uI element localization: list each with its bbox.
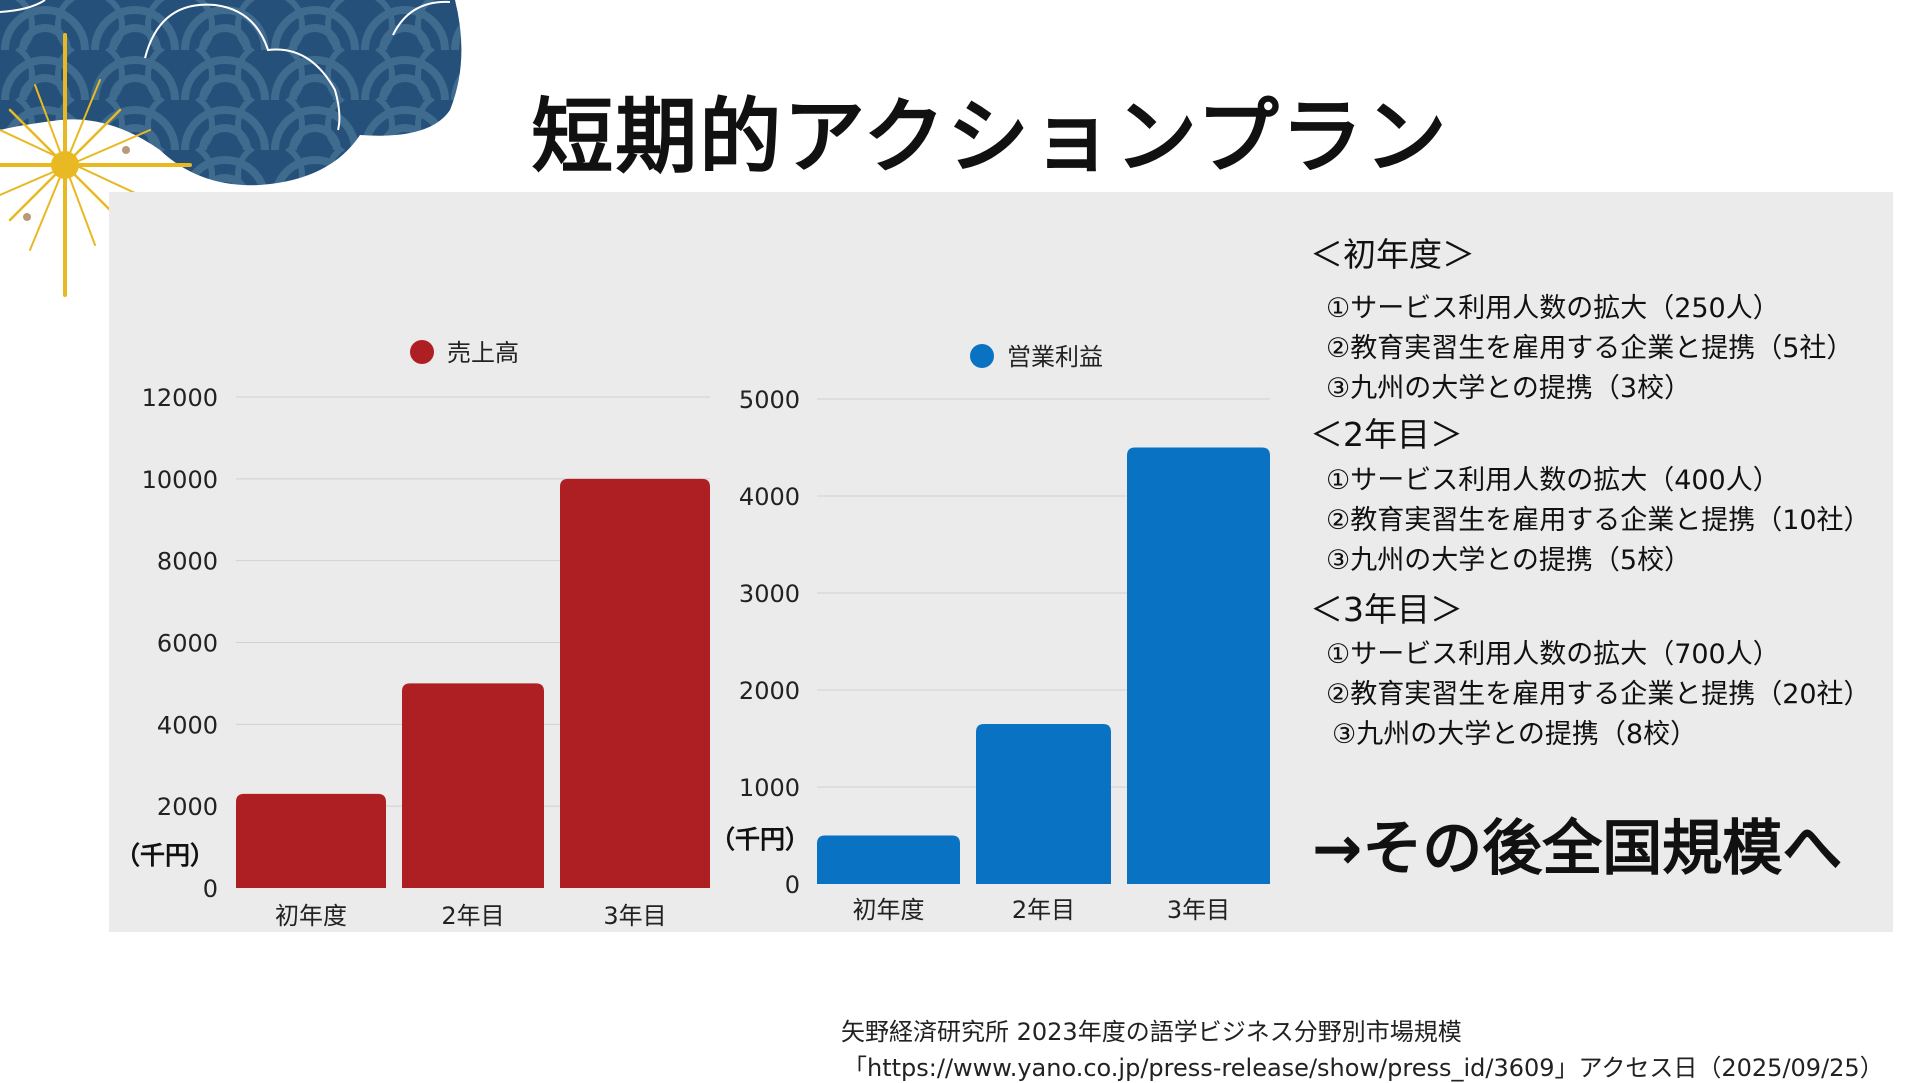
bar (976, 723, 1111, 884)
plan-item: ②教育実習生を雇用する企業と提携（10社） (1326, 505, 1871, 536)
plan-heading-year2: ＜2年目＞ (1310, 415, 1463, 454)
plan-item: ③九州の大学との提携（3校） (1326, 373, 1692, 404)
x-tick-label: 2年目 (441, 902, 504, 930)
legend-label: 売上高 (447, 339, 519, 367)
legend-marker (410, 340, 434, 364)
y-tick-label: 4000 (157, 711, 218, 739)
sparkle-icon (0, 33, 192, 297)
plan-item: ①サービス利用人数の拡大（400人） (1326, 465, 1780, 496)
source-line-2: 「https://www.yano.co.jp/press-release/sh… (843, 1054, 1884, 1082)
plan-item: ③九州の大学との提携（5校） (1326, 545, 1692, 576)
y-tick-label: 8000 (157, 548, 218, 576)
page-title: 短期的アクションプラン (531, 90, 1449, 185)
y-axis-unit-label: （千円） (115, 841, 215, 870)
y-tick-label: 3000 (739, 580, 800, 608)
bar (560, 478, 710, 888)
x-tick-label: 初年度 (275, 902, 347, 930)
y-tick-label: 6000 (157, 630, 218, 658)
plan-heading-year3: ＜3年目＞ (1310, 590, 1463, 629)
y-tick-label: 0 (785, 871, 800, 899)
bar (1127, 447, 1270, 884)
y-tick-label: 4000 (739, 483, 800, 511)
bar (236, 793, 386, 888)
plan-item: ①サービス利用人数の拡大（250人） (1326, 293, 1780, 324)
y-tick-label: 12000 (142, 384, 218, 412)
y-tick-label: 5000 (739, 386, 800, 414)
conclusion-text: →その後全国規模へ (1312, 814, 1843, 884)
plan-item: ①サービス利用人数の拡大（700人） (1326, 639, 1780, 670)
y-tick-label: 2000 (739, 677, 800, 705)
legend-marker (970, 344, 994, 368)
y-tick-label: 10000 (142, 466, 218, 494)
bar (402, 683, 544, 888)
x-tick-label: 3年目 (1167, 896, 1230, 924)
x-tick-label: 3年目 (603, 902, 666, 930)
x-tick-label: 2年目 (1012, 896, 1075, 924)
plan-item: ②教育実習生を雇用する企業と提携（20社） (1326, 679, 1871, 710)
plan-item: ②教育実習生を雇用する企業と提携（5社） (1326, 333, 1854, 364)
y-axis-unit-label: （千円） (710, 825, 810, 854)
legend-label: 営業利益 (1007, 343, 1103, 371)
plan-heading-year1: ＜初年度＞ (1310, 235, 1475, 274)
x-tick-label: 初年度 (853, 896, 925, 924)
y-tick-label: 0 (203, 875, 218, 903)
plan-item: ③九州の大学との提携（8校） (1332, 719, 1698, 750)
source-line-1: 矢野経済研究所 2023年度の語学ビジネス分野別市場規模 (841, 1018, 1462, 1046)
y-tick-label: 1000 (739, 774, 800, 802)
bar (817, 835, 960, 884)
y-tick-label: 2000 (157, 793, 218, 821)
wave-cloud-decoration (0, 0, 462, 297)
